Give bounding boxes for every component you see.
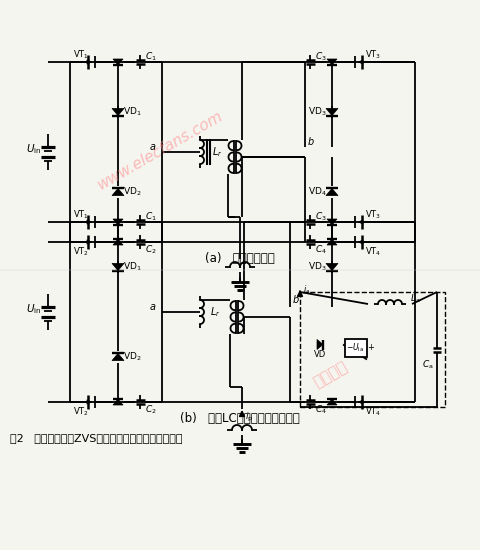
Text: (a)   利用飽和电感: (a) 利用飽和电感 bbox=[205, 251, 275, 265]
Text: $C_{\rm a}$: $C_{\rm a}$ bbox=[422, 358, 434, 371]
Text: VD$_1$: VD$_1$ bbox=[123, 261, 142, 273]
Polygon shape bbox=[326, 108, 338, 116]
Text: www.elecfans.com: www.elecfans.com bbox=[95, 108, 226, 192]
Text: $C_4$: $C_4$ bbox=[315, 404, 327, 416]
Text: $U_{\rm in}$: $U_{\rm in}$ bbox=[26, 142, 42, 156]
Polygon shape bbox=[112, 108, 124, 116]
Text: VD$_2$: VD$_2$ bbox=[123, 186, 142, 198]
Text: a: a bbox=[150, 302, 156, 312]
Polygon shape bbox=[317, 339, 323, 349]
Text: $L_r$: $L_r$ bbox=[212, 145, 223, 159]
Polygon shape bbox=[327, 239, 337, 245]
Text: 电子烧友: 电子烧友 bbox=[311, 359, 349, 390]
Text: 图2   滞后桥臂实现ZVS、减少副边占空比的辅助网络: 图2 滞后桥臂实现ZVS、减少副边占空比的辅助网络 bbox=[10, 433, 182, 443]
Text: $U_{\rm in}$: $U_{\rm in}$ bbox=[26, 302, 42, 316]
Text: VT$_3$: VT$_3$ bbox=[365, 209, 381, 221]
Polygon shape bbox=[326, 189, 338, 196]
Polygon shape bbox=[113, 239, 123, 245]
Polygon shape bbox=[113, 219, 123, 225]
Polygon shape bbox=[327, 59, 337, 65]
Text: b: b bbox=[308, 137, 314, 147]
Text: +: + bbox=[367, 343, 374, 352]
Text: VD: VD bbox=[314, 350, 326, 359]
Text: VT$_4$: VT$_4$ bbox=[365, 246, 381, 258]
Polygon shape bbox=[112, 354, 124, 361]
Text: (b)   利用LC电路组成的辅助网络: (b) 利用LC电路组成的辅助网络 bbox=[180, 411, 300, 425]
Text: $C_1$: $C_1$ bbox=[145, 211, 157, 223]
Bar bbox=[345, 338, 367, 356]
Text: VD$_4$: VD$_4$ bbox=[308, 186, 327, 198]
Text: VT$_1$: VT$_1$ bbox=[73, 209, 89, 221]
Text: $C_1$: $C_1$ bbox=[145, 51, 157, 63]
Text: $L_r$: $L_r$ bbox=[210, 305, 220, 319]
Polygon shape bbox=[113, 399, 123, 405]
Polygon shape bbox=[113, 59, 123, 65]
Polygon shape bbox=[112, 263, 124, 271]
Text: $C_3$: $C_3$ bbox=[315, 211, 327, 223]
Text: $-U_{\rm la}$: $-U_{\rm la}$ bbox=[346, 341, 364, 354]
Polygon shape bbox=[327, 399, 337, 405]
Text: VD$_3$: VD$_3$ bbox=[308, 261, 327, 273]
Text: VD$_3$: VD$_3$ bbox=[308, 106, 327, 118]
Text: VT$_2$: VT$_2$ bbox=[73, 406, 89, 418]
Polygon shape bbox=[112, 189, 124, 196]
Text: VT$_4$: VT$_4$ bbox=[365, 406, 381, 418]
Text: $C_2$: $C_2$ bbox=[145, 404, 156, 416]
Text: $C_3$: $C_3$ bbox=[315, 51, 327, 63]
Polygon shape bbox=[327, 219, 337, 225]
Text: a: a bbox=[150, 142, 156, 152]
Text: VD$_2$: VD$_2$ bbox=[123, 351, 142, 363]
Text: $L_{\rm a}$: $L_{\rm a}$ bbox=[410, 293, 420, 305]
Text: $i_{\rm a}$: $i_{\rm a}$ bbox=[303, 284, 311, 296]
Text: VD$_1$: VD$_1$ bbox=[123, 106, 142, 118]
Text: $C_2$: $C_2$ bbox=[145, 244, 156, 256]
Text: $C_4$: $C_4$ bbox=[315, 244, 327, 256]
Text: b: b bbox=[293, 295, 299, 305]
Bar bbox=[300, 292, 445, 407]
Text: VT$_1$: VT$_1$ bbox=[73, 49, 89, 61]
Text: VT$_3$: VT$_3$ bbox=[365, 49, 381, 61]
Polygon shape bbox=[326, 263, 338, 271]
Text: $i_{\rm p}$: $i_{\rm p}$ bbox=[245, 410, 253, 424]
Text: VT$_2$: VT$_2$ bbox=[73, 246, 89, 258]
